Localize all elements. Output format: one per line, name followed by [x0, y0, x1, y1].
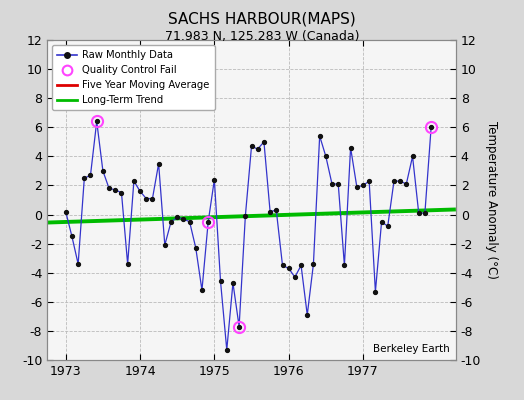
Y-axis label: Temperature Anomaly (°C): Temperature Anomaly (°C)	[485, 121, 498, 279]
Text: 71.983 N, 125.283 W (Canada): 71.983 N, 125.283 W (Canada)	[165, 30, 359, 43]
Text: SACHS HARBOUR(MAPS): SACHS HARBOUR(MAPS)	[168, 12, 356, 27]
Text: Berkeley Earth: Berkeley Earth	[373, 344, 450, 354]
Legend: Raw Monthly Data, Quality Control Fail, Five Year Moving Average, Long-Term Tren: Raw Monthly Data, Quality Control Fail, …	[52, 45, 214, 110]
